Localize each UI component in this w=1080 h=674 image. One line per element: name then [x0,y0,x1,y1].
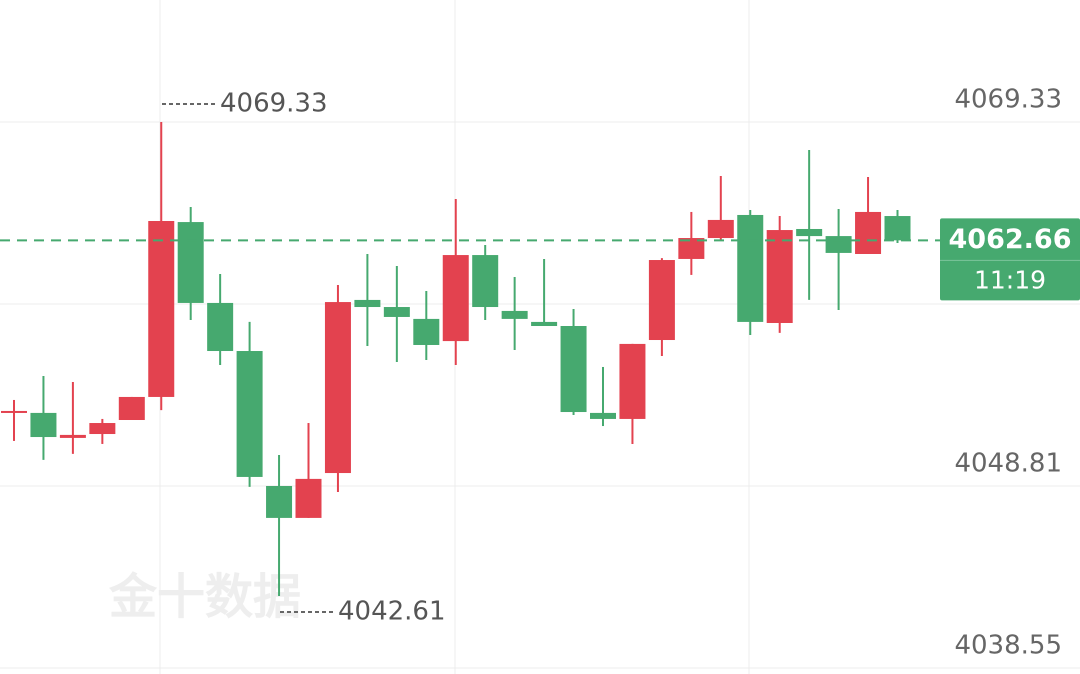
candle-body [472,255,499,308]
y-tick-label: 4038.55 [954,630,1062,660]
candle-body [354,299,381,308]
candle-body [413,318,440,345]
candle-body [531,321,558,327]
price-box [940,218,1080,301]
candle-body [89,423,116,435]
price-label: 4062.66 [949,224,1072,255]
candle-body [236,351,263,477]
candle-body [148,221,175,397]
candle-body [825,236,852,253]
candle-body [619,343,646,419]
candle-body [295,478,322,518]
candle-body [560,326,587,413]
candle-body [442,255,469,342]
y-tick-label: 4069.33 [954,85,1062,115]
candle-body [855,211,882,254]
candle-body [884,216,911,241]
watermark: 金十数据 [108,569,301,625]
candle-body [737,214,764,322]
candle-body [383,307,410,317]
candle-body [707,219,734,239]
y-tick-label: 4048.81 [954,448,1062,478]
candle-body [766,230,793,323]
candle-body [266,485,293,518]
candle-body [1,410,27,413]
candle-body [30,412,57,438]
candle-body [678,238,705,259]
candle-body [59,434,86,438]
candle-body [796,228,823,237]
candle-body [324,302,351,474]
candle-body [501,310,528,319]
candle-body [177,222,204,303]
candle-body [648,260,675,341]
min-label: 4042.61 [338,596,446,626]
countdown: 11:19 [974,265,1046,294]
max-label: 4069.33 [220,89,328,119]
candle-body [118,396,145,421]
candle-body [207,302,234,352]
candle-body [590,412,616,419]
